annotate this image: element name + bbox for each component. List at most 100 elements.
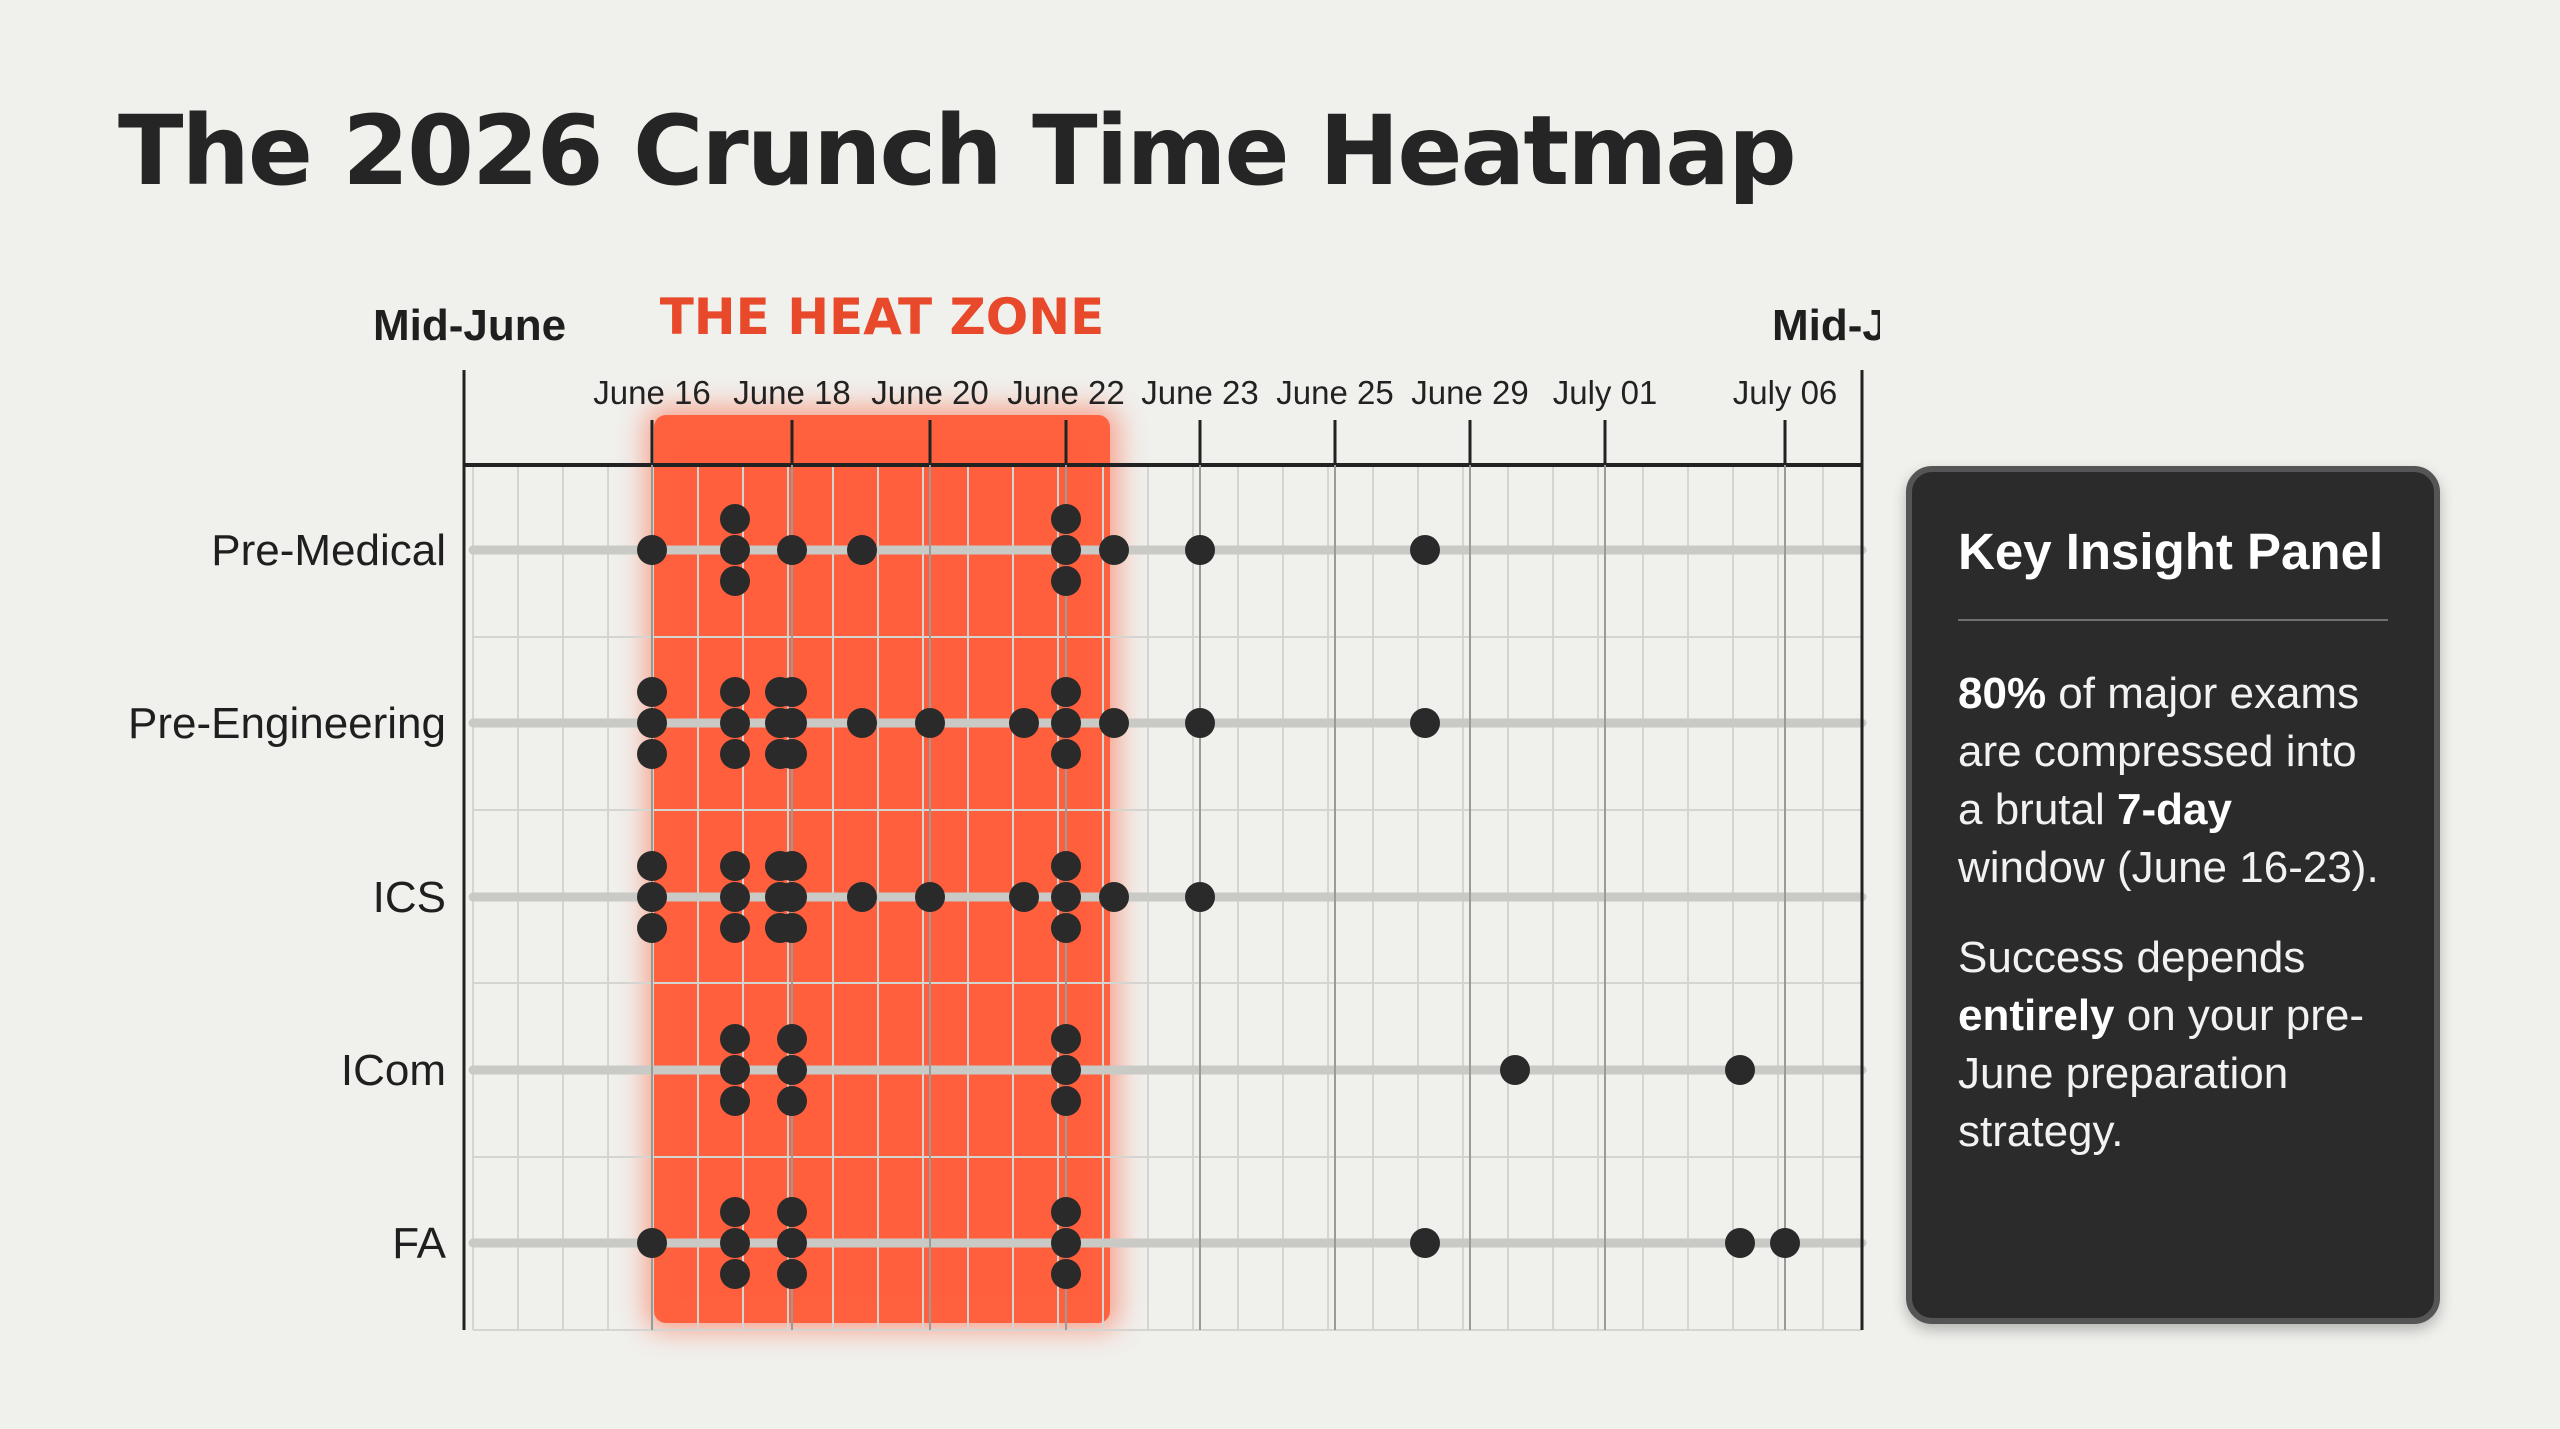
exam-dot (777, 535, 807, 565)
exam-dot (1410, 535, 1440, 565)
exam-dot (720, 677, 750, 707)
exam-dot (1185, 708, 1215, 738)
exam-dot (915, 882, 945, 912)
exam-dot (637, 535, 667, 565)
exam-dot (720, 708, 750, 738)
insight-highlight-percent: 80% (1958, 669, 2047, 718)
row-label: ICS (373, 873, 446, 922)
insight-text: window (June 16-23). (1958, 843, 2379, 892)
x-tick-label: June 20 (871, 374, 988, 411)
key-insight-panel: Key Insight Panel 80% of major exams are… (1906, 466, 2440, 1324)
exam-dot (720, 1228, 750, 1258)
exam-dot (1185, 535, 1215, 565)
exam-dot (720, 882, 750, 912)
exam-dot (1051, 1055, 1081, 1085)
exam-dot (720, 504, 750, 534)
exam-dot (777, 1024, 807, 1054)
x-tick-label: June 23 (1141, 374, 1258, 411)
insight-text: of major exams are compressed into a bru… (1958, 669, 2360, 834)
exam-dot (720, 913, 750, 943)
exam-dot (1500, 1055, 1530, 1085)
heat-zone (654, 415, 1110, 1323)
insight-text: Success depends (1958, 933, 2306, 982)
exam-dot (720, 566, 750, 596)
exam-dot (1099, 708, 1129, 738)
exam-dot (915, 708, 945, 738)
exam-dot (720, 739, 750, 769)
exam-dot (1410, 708, 1440, 738)
exam-dot (1051, 504, 1081, 534)
exam-dot (720, 1055, 750, 1085)
exam-dot (1051, 882, 1081, 912)
exam-dot (777, 913, 807, 943)
exam-dot (1009, 708, 1039, 738)
exam-dot (777, 1086, 807, 1116)
exam-dot (847, 882, 877, 912)
exam-dot (720, 1197, 750, 1227)
exam-dot (637, 851, 667, 881)
range-label-right: Mid-July (1772, 301, 1880, 350)
exam-dot (1051, 1024, 1081, 1054)
panel-divider (1958, 619, 2388, 621)
insight-highlight-entirely: entirely (1958, 991, 2115, 1040)
x-tick-label: June 29 (1411, 374, 1528, 411)
exam-dot (637, 677, 667, 707)
chart-title: The 2026 Crunch Time Heatmap (118, 95, 1797, 207)
exam-dot (1051, 1228, 1081, 1258)
exam-dot (1185, 882, 1215, 912)
x-tick-label: June 18 (733, 374, 850, 411)
exam-dot (1051, 1259, 1081, 1289)
exam-dot (1009, 882, 1039, 912)
panel-title: Key Insight Panel (1958, 523, 2384, 580)
exam-dot (1725, 1228, 1755, 1258)
exam-dot (1770, 1228, 1800, 1258)
row-label: Pre-Engineering (128, 699, 446, 748)
exam-dot (777, 677, 807, 707)
exam-dot (1051, 851, 1081, 881)
exam-dot (720, 1024, 750, 1054)
range-label-left: Mid-June (373, 301, 566, 350)
exam-dot (720, 1259, 750, 1289)
exam-dot (637, 739, 667, 769)
x-tick-label: June 25 (1276, 374, 1393, 411)
exam-dot (637, 708, 667, 738)
row-label: Pre-Medical (211, 526, 446, 575)
exam-dot (777, 882, 807, 912)
x-tick-label: July 01 (1553, 374, 1658, 411)
exam-dot (1099, 535, 1129, 565)
insight-paragraph-1: 80% of major exams are compressed into a… (1958, 665, 2388, 897)
exam-dot (1725, 1055, 1755, 1085)
exam-dot (720, 1086, 750, 1116)
exam-dot (1051, 1086, 1081, 1116)
insight-paragraph-2: Success depends entirely on your pre-Jun… (1958, 929, 2388, 1161)
x-tick-label: June 16 (593, 374, 710, 411)
exam-dot (847, 535, 877, 565)
exam-dot (1410, 1228, 1440, 1258)
exam-dot (777, 739, 807, 769)
exam-dot (777, 1259, 807, 1289)
exam-dot (1051, 1197, 1081, 1227)
exam-dot (1051, 708, 1081, 738)
exam-dot (777, 1055, 807, 1085)
row-label: ICom (341, 1046, 446, 1095)
exam-dot (1051, 677, 1081, 707)
exam-dot (777, 1228, 807, 1258)
exam-dot (777, 851, 807, 881)
heatmap-chart: June 16 June 18 June 20 June 22 June 23 June … (128, 288, 1880, 1331)
x-tick-label: June 22 (1007, 374, 1124, 411)
heat-zone-label: THE HEAT ZONE (660, 288, 1105, 346)
exam-dot (720, 535, 750, 565)
insight-text: on your pre-June preparation strategy. (1958, 991, 2364, 1156)
exam-dot (1051, 535, 1081, 565)
exam-dot (847, 708, 877, 738)
exam-dot (1051, 566, 1081, 596)
exam-dot (777, 708, 807, 738)
exam-dot (637, 882, 667, 912)
exam-dot (777, 1197, 807, 1227)
x-tick-label: July 06 (1733, 374, 1838, 411)
exam-dot (1051, 913, 1081, 943)
exam-dot (637, 913, 667, 943)
exam-dot (720, 851, 750, 881)
exam-dot (637, 1228, 667, 1258)
insight-highlight-window: 7-day (2116, 785, 2232, 834)
